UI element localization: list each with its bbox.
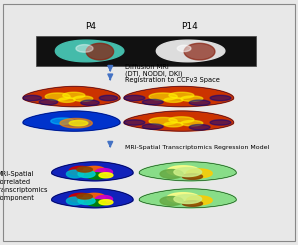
Polygon shape <box>73 120 89 125</box>
Polygon shape <box>23 95 41 101</box>
Polygon shape <box>174 195 201 204</box>
Polygon shape <box>184 43 215 60</box>
Polygon shape <box>139 162 236 181</box>
Polygon shape <box>51 118 74 124</box>
Polygon shape <box>142 124 163 129</box>
Polygon shape <box>164 98 183 102</box>
Text: P4: P4 <box>86 22 96 31</box>
Polygon shape <box>181 121 203 126</box>
Polygon shape <box>99 200 113 205</box>
Polygon shape <box>189 100 210 105</box>
Polygon shape <box>142 99 163 105</box>
Polygon shape <box>45 93 70 100</box>
Polygon shape <box>52 162 133 181</box>
Polygon shape <box>87 173 106 179</box>
Polygon shape <box>177 45 191 52</box>
Polygon shape <box>23 86 120 107</box>
Polygon shape <box>87 200 106 206</box>
Polygon shape <box>55 40 124 62</box>
Polygon shape <box>164 122 183 127</box>
Polygon shape <box>124 120 145 125</box>
Text: MRI-Spatial
Correlated
Transcriptomics
Component: MRI-Spatial Correlated Transcriptomics C… <box>0 171 49 201</box>
Polygon shape <box>139 189 236 208</box>
Text: P14: P14 <box>181 22 198 31</box>
Polygon shape <box>99 95 118 101</box>
Polygon shape <box>181 96 203 101</box>
Polygon shape <box>66 197 83 205</box>
Polygon shape <box>95 196 113 203</box>
Polygon shape <box>60 119 92 128</box>
Polygon shape <box>73 96 93 101</box>
Polygon shape <box>69 121 88 126</box>
Polygon shape <box>86 43 114 60</box>
Polygon shape <box>95 169 113 176</box>
Polygon shape <box>23 111 120 131</box>
Polygon shape <box>77 194 92 199</box>
Text: Diffusion MRI
(DTI, NODDI, DKI): Diffusion MRI (DTI, NODDI, DKI) <box>125 64 183 77</box>
Text: Registration to CCFv3 Space: Registration to CCFv3 Space <box>125 77 220 83</box>
Polygon shape <box>149 93 177 100</box>
Polygon shape <box>167 166 199 176</box>
Polygon shape <box>69 166 92 175</box>
Polygon shape <box>210 95 231 101</box>
Polygon shape <box>124 95 145 101</box>
Polygon shape <box>83 193 105 201</box>
Polygon shape <box>124 111 234 131</box>
Polygon shape <box>156 40 225 62</box>
Polygon shape <box>167 193 199 203</box>
Polygon shape <box>66 170 83 178</box>
Polygon shape <box>210 120 231 125</box>
Polygon shape <box>52 189 133 208</box>
Polygon shape <box>69 193 92 202</box>
Polygon shape <box>149 117 177 125</box>
Polygon shape <box>124 86 234 107</box>
Polygon shape <box>182 174 203 179</box>
Polygon shape <box>76 45 93 52</box>
Polygon shape <box>160 170 183 178</box>
Polygon shape <box>78 171 95 178</box>
Polygon shape <box>99 173 113 178</box>
Polygon shape <box>63 92 85 98</box>
Polygon shape <box>160 196 183 205</box>
FancyBboxPatch shape <box>36 36 256 66</box>
Polygon shape <box>169 92 194 98</box>
Polygon shape <box>39 99 58 105</box>
Polygon shape <box>81 100 99 105</box>
Text: MRI-Spatial Transcriptomics Regression Model: MRI-Spatial Transcriptomics Regression M… <box>125 145 269 149</box>
Polygon shape <box>174 168 201 177</box>
Polygon shape <box>59 98 75 102</box>
Polygon shape <box>78 197 95 205</box>
Polygon shape <box>182 201 203 206</box>
Polygon shape <box>169 117 194 123</box>
Polygon shape <box>186 169 212 178</box>
Polygon shape <box>186 196 212 205</box>
Polygon shape <box>83 166 105 174</box>
Polygon shape <box>189 124 210 130</box>
Polygon shape <box>77 167 92 172</box>
